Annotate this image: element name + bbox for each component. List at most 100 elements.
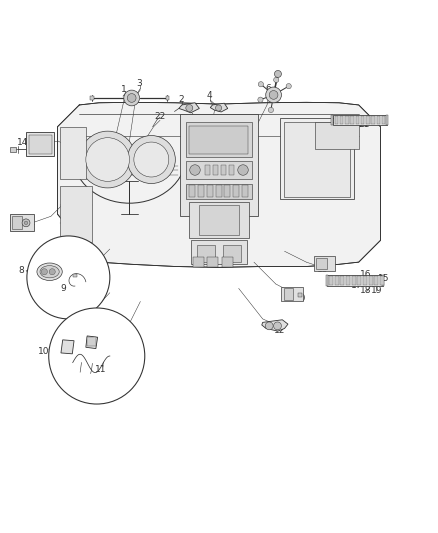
Text: 13: 13: [317, 265, 328, 274]
Bar: [327, 275, 383, 286]
Circle shape: [238, 165, 248, 175]
Circle shape: [186, 104, 193, 111]
Circle shape: [41, 269, 47, 275]
Circle shape: [190, 165, 200, 175]
Bar: [331, 115, 333, 125]
Text: 3: 3: [137, 79, 142, 88]
Circle shape: [265, 322, 273, 330]
Text: 18: 18: [360, 286, 371, 295]
Bar: [215, 185, 222, 197]
Bar: [280, 118, 354, 199]
Text: 7: 7: [17, 221, 22, 230]
Bar: [369, 276, 373, 285]
Bar: [189, 185, 195, 197]
Text: 9: 9: [60, 284, 66, 293]
Bar: [346, 276, 350, 285]
Bar: [229, 165, 234, 175]
Bar: [222, 257, 233, 266]
Bar: [345, 116, 349, 124]
Circle shape: [275, 70, 282, 77]
Bar: [284, 288, 293, 300]
Bar: [350, 116, 354, 124]
Ellipse shape: [40, 265, 59, 278]
Text: 15: 15: [378, 274, 389, 283]
Bar: [357, 276, 361, 285]
Bar: [223, 245, 241, 262]
Bar: [11, 147, 15, 152]
Circle shape: [274, 77, 279, 83]
Bar: [366, 116, 370, 124]
Bar: [166, 96, 169, 100]
Circle shape: [258, 97, 263, 102]
Circle shape: [24, 221, 28, 224]
Bar: [186, 183, 252, 199]
Bar: [382, 275, 384, 286]
Text: 4: 4: [207, 91, 212, 100]
Bar: [189, 203, 249, 238]
Bar: [186, 123, 252, 157]
Bar: [193, 257, 204, 266]
Polygon shape: [262, 320, 288, 331]
Circle shape: [127, 94, 136, 102]
Bar: [281, 287, 303, 302]
Bar: [329, 276, 333, 285]
Bar: [224, 185, 230, 197]
Bar: [180, 114, 258, 216]
Circle shape: [266, 87, 282, 103]
Bar: [26, 133, 54, 157]
Bar: [205, 165, 210, 175]
Circle shape: [274, 322, 282, 330]
Polygon shape: [61, 340, 74, 354]
Bar: [332, 115, 387, 125]
Circle shape: [268, 107, 274, 112]
Circle shape: [286, 84, 291, 89]
Bar: [297, 293, 302, 297]
Bar: [186, 161, 252, 179]
Text: 1: 1: [121, 85, 127, 94]
Bar: [335, 276, 339, 285]
Bar: [213, 165, 218, 175]
Circle shape: [127, 135, 175, 183]
Text: 2: 2: [178, 95, 184, 104]
Bar: [363, 276, 367, 285]
Circle shape: [269, 91, 278, 99]
Bar: [233, 185, 239, 197]
Text: 16: 16: [360, 270, 371, 279]
Bar: [221, 165, 226, 175]
Circle shape: [49, 308, 145, 404]
Bar: [314, 256, 335, 271]
Ellipse shape: [37, 263, 62, 280]
Bar: [371, 116, 375, 124]
Bar: [60, 127, 86, 179]
Bar: [356, 116, 359, 124]
Bar: [352, 276, 356, 285]
Polygon shape: [86, 336, 98, 349]
Bar: [189, 126, 248, 154]
Bar: [28, 135, 52, 154]
Bar: [377, 116, 380, 124]
Polygon shape: [57, 102, 381, 268]
Bar: [60, 185, 92, 243]
Bar: [380, 276, 384, 285]
Circle shape: [49, 269, 55, 275]
Text: 22: 22: [155, 112, 166, 121]
Polygon shape: [210, 103, 228, 112]
Text: 19: 19: [371, 286, 383, 295]
Bar: [340, 116, 343, 124]
Bar: [242, 185, 248, 197]
Bar: [326, 275, 328, 286]
Bar: [12, 216, 22, 229]
Bar: [87, 337, 96, 346]
Circle shape: [258, 82, 264, 87]
Circle shape: [86, 138, 130, 181]
Text: 8: 8: [18, 266, 24, 276]
Circle shape: [22, 219, 30, 227]
Circle shape: [134, 142, 169, 177]
Bar: [73, 274, 77, 277]
Bar: [340, 276, 344, 285]
Text: 6: 6: [265, 84, 271, 93]
Bar: [316, 258, 327, 269]
Bar: [207, 185, 213, 197]
Polygon shape: [179, 103, 199, 113]
Text: 21: 21: [359, 120, 370, 129]
